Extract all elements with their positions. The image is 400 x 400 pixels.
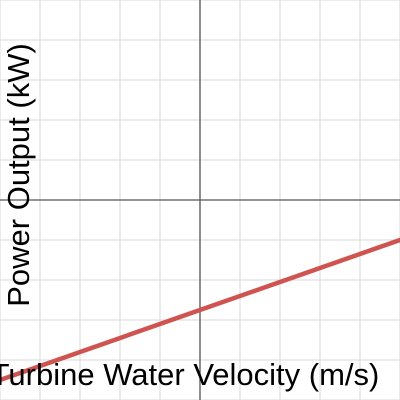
series (0, 237, 400, 383)
series-line-1 (0, 237, 400, 383)
y-axis-title: Power Output (kW) (1, 43, 36, 307)
x-axis-title: Turbine Water Velocity (m/s) (0, 357, 379, 392)
